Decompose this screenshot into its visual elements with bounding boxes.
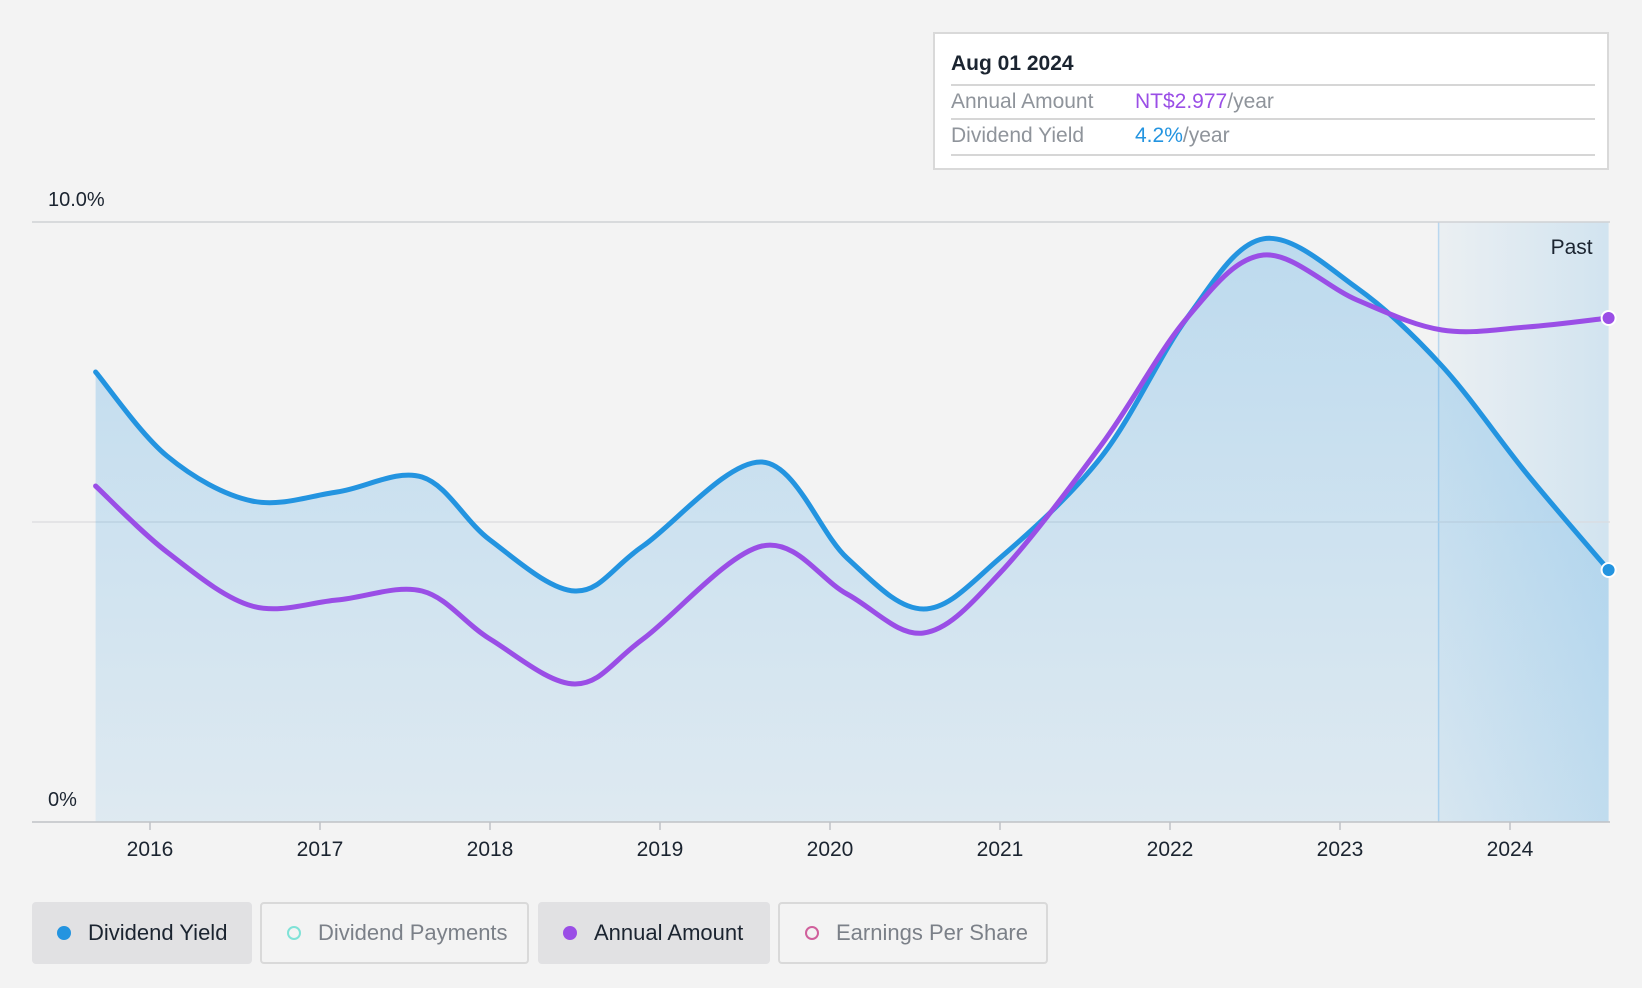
x-tick-label: 2022 (1147, 838, 1194, 861)
legend-dot-icon (563, 926, 577, 940)
tooltip-label: Dividend Yield (951, 124, 1085, 147)
annual-amount-unit: /year (1227, 90, 1274, 113)
y-tick-label-min: 0% (48, 789, 77, 811)
legend-label: Dividend Payments (318, 920, 508, 945)
legend-dividend-payments[interactable]: Dividend Payments (260, 902, 529, 964)
x-tick-label: 2024 (1487, 838, 1534, 861)
x-tick-label: 2020 (807, 838, 854, 861)
tooltip-row-annual-amount: Annual Amount NT$2.977/year (951, 84, 1595, 120)
legend-dividend-yield[interactable]: Dividend Yield (32, 902, 252, 964)
tooltip-row-dividend-yield: Dividend Yield 4.2%/year (951, 118, 1595, 156)
x-tick-label: 2021 (977, 838, 1024, 861)
annual-amount-end-marker (1600, 310, 1617, 326)
legend-dot-icon (57, 926, 71, 940)
y-tick-label-max: 10.0% (48, 189, 105, 211)
tooltip: Aug 01 2024 Annual Amount NT$2.977/year … (933, 32, 1609, 170)
legend-label: Earnings Per Share (836, 920, 1028, 945)
dividend-yield-area (95, 238, 1609, 823)
dividend-yield-unit: /year (1182, 124, 1230, 147)
legend-label: Annual Amount (594, 920, 744, 945)
x-tick-label: 2018 (467, 838, 514, 861)
legend-ring-icon (287, 926, 301, 940)
tooltip-date: Aug 01 2024 (951, 52, 1074, 75)
legend-label: Dividend Yield (88, 920, 228, 945)
legend-ring-icon (805, 926, 819, 940)
tooltip-value: NT$2.977/year (1135, 86, 1274, 118)
legend-earnings-per-share[interactable]: Earnings Per Share (778, 902, 1048, 964)
tooltip-label: Annual Amount (951, 90, 1094, 113)
annual-amount-value: NT$2.977 (1135, 90, 1228, 113)
past-label: Past (1551, 236, 1593, 259)
dividend-yield-line (93, 235, 1612, 612)
annual-amount-line (93, 252, 1612, 687)
x-tick-label: 2023 (1317, 838, 1364, 861)
x-tick-label: 2017 (297, 838, 344, 861)
x-tick-label: 2016 (127, 838, 174, 861)
tooltip-value: 4.2%/year (1135, 120, 1230, 152)
dividend-yield-end-marker (1600, 562, 1617, 578)
dividend-yield-value: 4.2% (1135, 124, 1183, 147)
legend-annual-amount[interactable]: Annual Amount (538, 902, 770, 964)
x-tick-label: 2019 (637, 838, 684, 861)
